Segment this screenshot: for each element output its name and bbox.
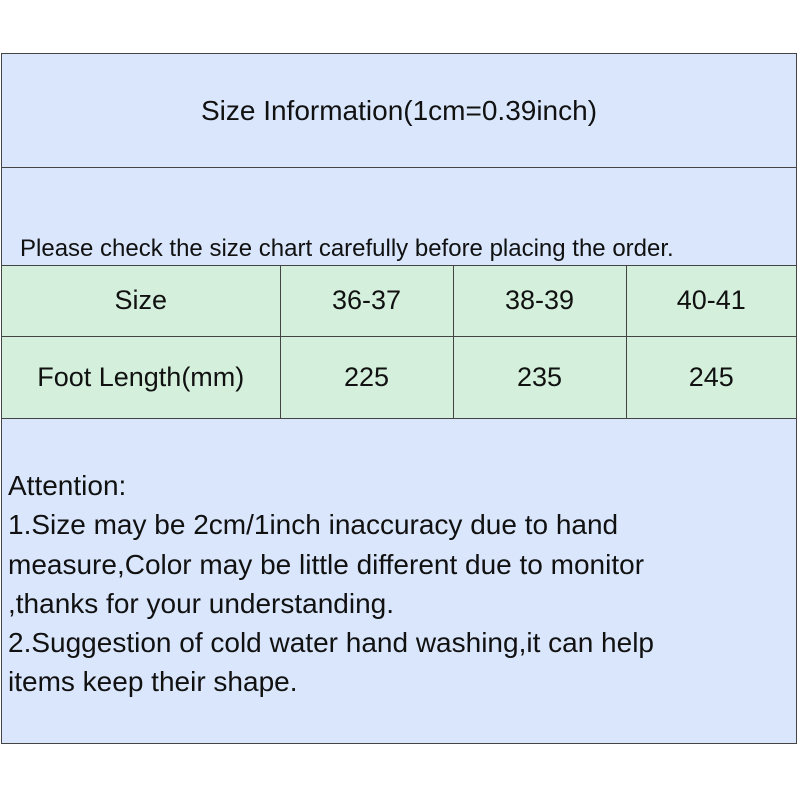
title-text: Size Information(1cm=0.39inch) xyxy=(200,94,598,126)
note-line: 2.Suggestion of cold water hand washing,… xyxy=(8,627,654,659)
row-label: Foot Length(mm) xyxy=(2,335,281,419)
table-cell: 245 xyxy=(625,335,796,419)
size-chart: Size Information(1cm=0.39inch) Please ch… xyxy=(1,53,797,744)
table-cell: 225 xyxy=(279,335,454,419)
attention-notes: Attention: 1.Size may be 2cm/1inch inacc… xyxy=(8,466,654,702)
header-cell: Size xyxy=(2,266,281,337)
size-table: Size 36-37 38-39 40-41 Foot Length(mm) 2… xyxy=(2,266,796,419)
header-cell: 40-41 xyxy=(625,266,796,337)
note-line: items keep their shape. xyxy=(8,666,298,698)
table-row: Foot Length(mm) 225 235 245 xyxy=(2,335,796,419)
subtitle-text: Please check the size chart carefully be… xyxy=(20,235,674,262)
note-line: Attention: xyxy=(8,470,127,501)
note-line: ,thanks for your understanding. xyxy=(8,587,395,619)
note-line: 1.Size may be 2cm/1inch inaccuracy due t… xyxy=(8,509,619,541)
note-line: measure,Color may be little different du… xyxy=(8,548,645,580)
table-header-row: Size 36-37 38-39 40-41 xyxy=(2,266,796,337)
header-cell: 38-39 xyxy=(452,266,627,337)
chart-title: Size Information(1cm=0.39inch) xyxy=(2,54,796,168)
table-cell: 235 xyxy=(452,335,627,419)
header-cell: 36-37 xyxy=(279,266,454,337)
subtitle-row: Please check the size chart carefully be… xyxy=(2,168,796,266)
